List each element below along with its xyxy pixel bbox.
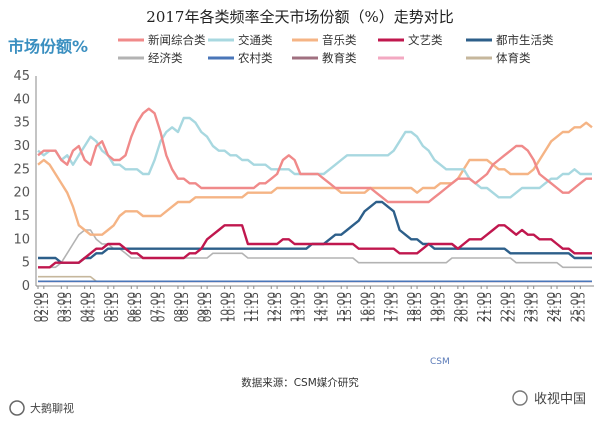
- x-tick-label: 18:15: [412, 292, 424, 322]
- x-tick-label: 06:15: [132, 292, 144, 322]
- legend-label-7: 教育类: [322, 51, 357, 65]
- x-tick-label: 25:00: [570, 292, 582, 322]
- x-tick-label: 24:15: [552, 292, 564, 322]
- x-tick-label: 15:15: [342, 292, 354, 322]
- x-tick-label: 08:15: [179, 292, 191, 322]
- x-tick-label: 10:15: [225, 292, 237, 322]
- x-tick-label: 24:00: [546, 292, 558, 322]
- x-tick-label: 22:15: [505, 292, 517, 322]
- legend-label-9: 体育类: [496, 51, 531, 65]
- chart-title: 2017年各类频率全天市场份额（%）走势对比: [146, 8, 453, 26]
- x-tick-label: 03:15: [62, 292, 74, 322]
- y-tick-label: 10: [13, 232, 30, 247]
- y-tick-label: 5: [22, 256, 30, 271]
- csm-logo: CSM: [430, 357, 450, 367]
- x-tick-label: 16:00: [360, 292, 372, 322]
- plot-area: [35, 76, 594, 287]
- x-tick-label: 03:00: [56, 292, 68, 322]
- x-tick-label: 05:00: [103, 292, 115, 322]
- x-tick-label: 12:15: [272, 292, 284, 322]
- x-tick-label: 11:00: [243, 292, 255, 322]
- y-tick-label: 45: [13, 69, 30, 84]
- y-tick-label: 40: [13, 92, 30, 107]
- x-tick-label: 14:15: [319, 292, 331, 322]
- left-watermark-text: 大鹅聊视: [30, 401, 74, 415]
- series-lines: [37, 107, 593, 283]
- legend-label-4: 都市生活类: [496, 33, 554, 47]
- series-line-5: [38, 229, 592, 269]
- right-watermark-text: 收视中国: [534, 392, 586, 407]
- x-tick-label: 15:00: [336, 292, 348, 322]
- y-tick-label: 30: [13, 139, 30, 154]
- y-tick-label: 0: [22, 279, 30, 294]
- x-tick-label: 19:15: [435, 292, 447, 322]
- x-tick-label: 12:00: [266, 292, 278, 322]
- y-tick-label: 15: [13, 209, 30, 224]
- x-tick-label: 20:00: [453, 292, 465, 322]
- x-tick-label: 25:15: [575, 292, 587, 322]
- series-line-2: [37, 121, 593, 236]
- x-tick-label: 23:15: [529, 292, 541, 322]
- legend-label-2: 音乐类: [322, 33, 357, 47]
- x-tick-label: 09:00: [196, 292, 208, 322]
- x-tick-label: 08:00: [173, 292, 185, 322]
- legend-label-0: 新闻综合类: [148, 33, 206, 47]
- series-line-3: [38, 224, 592, 269]
- right-watermark: 收视中国: [512, 390, 586, 407]
- x-tick-label: 17:15: [389, 292, 401, 322]
- left-watermark-icon: [9, 400, 25, 416]
- x-tick-label: 21:15: [482, 292, 494, 322]
- x-tick-label: 17:00: [383, 292, 395, 322]
- x-tick-label: 10:00: [220, 292, 232, 322]
- x-tick-label: 07:00: [150, 292, 162, 322]
- x-tick-label: 04:15: [85, 292, 97, 322]
- x-tick-label: 22:00: [500, 292, 512, 322]
- x-tick-label: 06:00: [126, 292, 138, 322]
- legend-label-5: 经济类: [148, 51, 183, 65]
- series-line-0: [37, 107, 592, 204]
- x-tick-label: 21:00: [476, 292, 488, 322]
- x-tick-label: 19:00: [430, 292, 442, 322]
- x-tick-label: 13:15: [295, 292, 307, 322]
- x-tick-label: 20:15: [459, 292, 471, 322]
- y-tick-label: 20: [13, 186, 30, 201]
- x-tick-label: 02:15: [39, 292, 51, 322]
- legend-label-1: 交通类: [238, 33, 273, 47]
- x-tick-label: 11:15: [249, 292, 261, 322]
- x-tick-label: 18:00: [406, 292, 418, 322]
- x-tick-label: 23:00: [523, 292, 535, 322]
- left-watermark: 大鹅聊视: [9, 400, 74, 416]
- x-tick-label: 02:00: [33, 292, 45, 322]
- x-tick-label: 05:15: [109, 292, 121, 322]
- wechat-icon: [512, 390, 528, 406]
- legend-label-6: 农村类: [238, 51, 273, 65]
- source-note: 数据来源：CSM媒介研究: [241, 376, 359, 389]
- x-tick-label: 14:00: [313, 292, 325, 322]
- y-tick-label: 35: [13, 116, 30, 131]
- legend-label-3: 文艺类: [408, 33, 443, 47]
- x-tick-label: 04:00: [80, 292, 92, 322]
- x-tick-label: 07:15: [155, 292, 167, 322]
- x-tick-label: 16:15: [365, 292, 377, 322]
- y-axis-label: 市场份额%: [8, 37, 88, 56]
- x-tick-label: 09:15: [202, 292, 214, 322]
- y-tick-label: 25: [13, 162, 30, 177]
- series-line-4: [38, 200, 592, 264]
- y-tick-labels: 0 5 10 15 20 25 30 35 40 45: [13, 69, 30, 294]
- x-tick-label: 13:00: [290, 292, 302, 322]
